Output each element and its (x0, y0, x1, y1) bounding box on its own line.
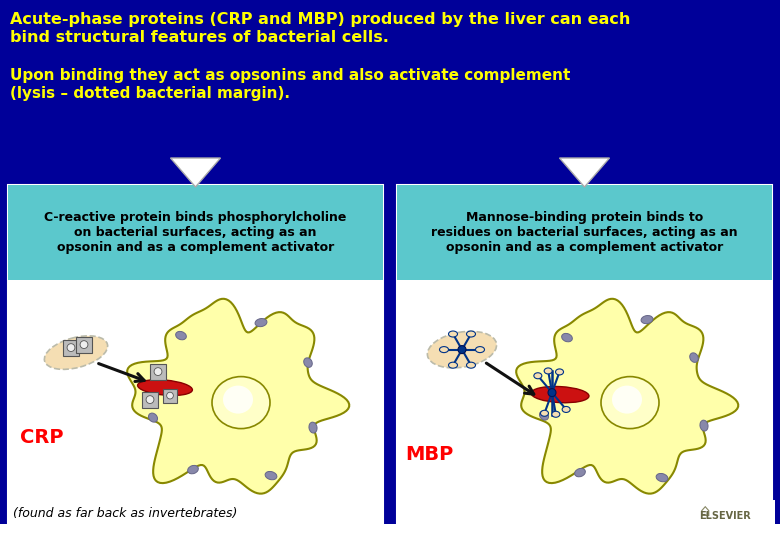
Ellipse shape (265, 471, 277, 480)
Bar (397, 185, 772, 280)
Text: Mannose-binding protein binds to
residues on bacterial surfaces, acting as an
op: Mannose-binding protein binds to residue… (431, 211, 738, 254)
Ellipse shape (555, 369, 563, 375)
Ellipse shape (551, 411, 560, 417)
Ellipse shape (188, 465, 198, 474)
Ellipse shape (255, 319, 267, 327)
FancyBboxPatch shape (163, 389, 177, 403)
Circle shape (167, 392, 173, 399)
Circle shape (458, 346, 466, 354)
Ellipse shape (466, 362, 476, 368)
Polygon shape (516, 299, 738, 494)
Text: Acute-phase proteins (CRP and MBP) produced by the liver can each: Acute-phase proteins (CRP and MBP) produ… (10, 12, 630, 27)
Polygon shape (127, 299, 349, 494)
Circle shape (80, 341, 88, 348)
Text: Upon binding they act as opsonins and also activate complement: Upon binding they act as opsonins and al… (10, 68, 570, 83)
Bar (0, 524, 780, 540)
Ellipse shape (439, 347, 448, 353)
Ellipse shape (309, 422, 317, 433)
Text: ELSEVIER: ELSEVIER (699, 511, 751, 521)
Ellipse shape (466, 331, 476, 337)
Ellipse shape (427, 332, 497, 368)
FancyBboxPatch shape (150, 363, 166, 380)
Ellipse shape (448, 331, 458, 337)
Bar (660, 500, 775, 524)
Circle shape (548, 389, 556, 396)
Ellipse shape (541, 410, 548, 416)
Ellipse shape (534, 373, 542, 379)
Text: ⌂: ⌂ (700, 502, 711, 520)
Ellipse shape (575, 468, 585, 477)
Ellipse shape (656, 474, 668, 482)
Ellipse shape (562, 407, 570, 413)
Ellipse shape (476, 347, 484, 353)
Ellipse shape (540, 411, 548, 420)
Bar (8, 185, 383, 280)
Ellipse shape (212, 376, 270, 429)
FancyBboxPatch shape (76, 336, 92, 353)
Ellipse shape (531, 387, 589, 403)
Ellipse shape (303, 358, 312, 367)
Circle shape (146, 396, 154, 403)
Polygon shape (171, 158, 221, 187)
Ellipse shape (700, 420, 708, 431)
Bar (397, 185, 772, 525)
Ellipse shape (44, 336, 108, 369)
Ellipse shape (562, 333, 573, 342)
Text: MBP: MBP (405, 445, 453, 464)
Polygon shape (559, 158, 609, 187)
Circle shape (154, 368, 162, 375)
Ellipse shape (148, 413, 158, 422)
Text: (found as far back as invertebrates): (found as far back as invertebrates) (13, 507, 237, 520)
Ellipse shape (690, 353, 698, 362)
Bar (0, 524, 780, 540)
Text: (lysis – dotted bacterial margin).: (lysis – dotted bacterial margin). (10, 86, 290, 101)
Text: bind structural features of bacterial cells.: bind structural features of bacterial ce… (10, 30, 389, 45)
Text: C-reactive protein binds phosphorylcholine
on bacterial surfaces, acting as an
o: C-reactive protein binds phosphorylcholi… (44, 211, 346, 254)
Ellipse shape (601, 376, 659, 429)
Circle shape (67, 343, 75, 352)
Ellipse shape (176, 332, 186, 340)
Ellipse shape (641, 315, 653, 323)
Ellipse shape (137, 380, 193, 395)
FancyBboxPatch shape (63, 340, 79, 356)
Ellipse shape (544, 368, 552, 374)
Ellipse shape (223, 386, 253, 414)
Text: CRP: CRP (20, 428, 63, 447)
Bar (8, 185, 383, 525)
Ellipse shape (612, 386, 642, 414)
FancyBboxPatch shape (142, 392, 158, 408)
Ellipse shape (448, 362, 458, 368)
